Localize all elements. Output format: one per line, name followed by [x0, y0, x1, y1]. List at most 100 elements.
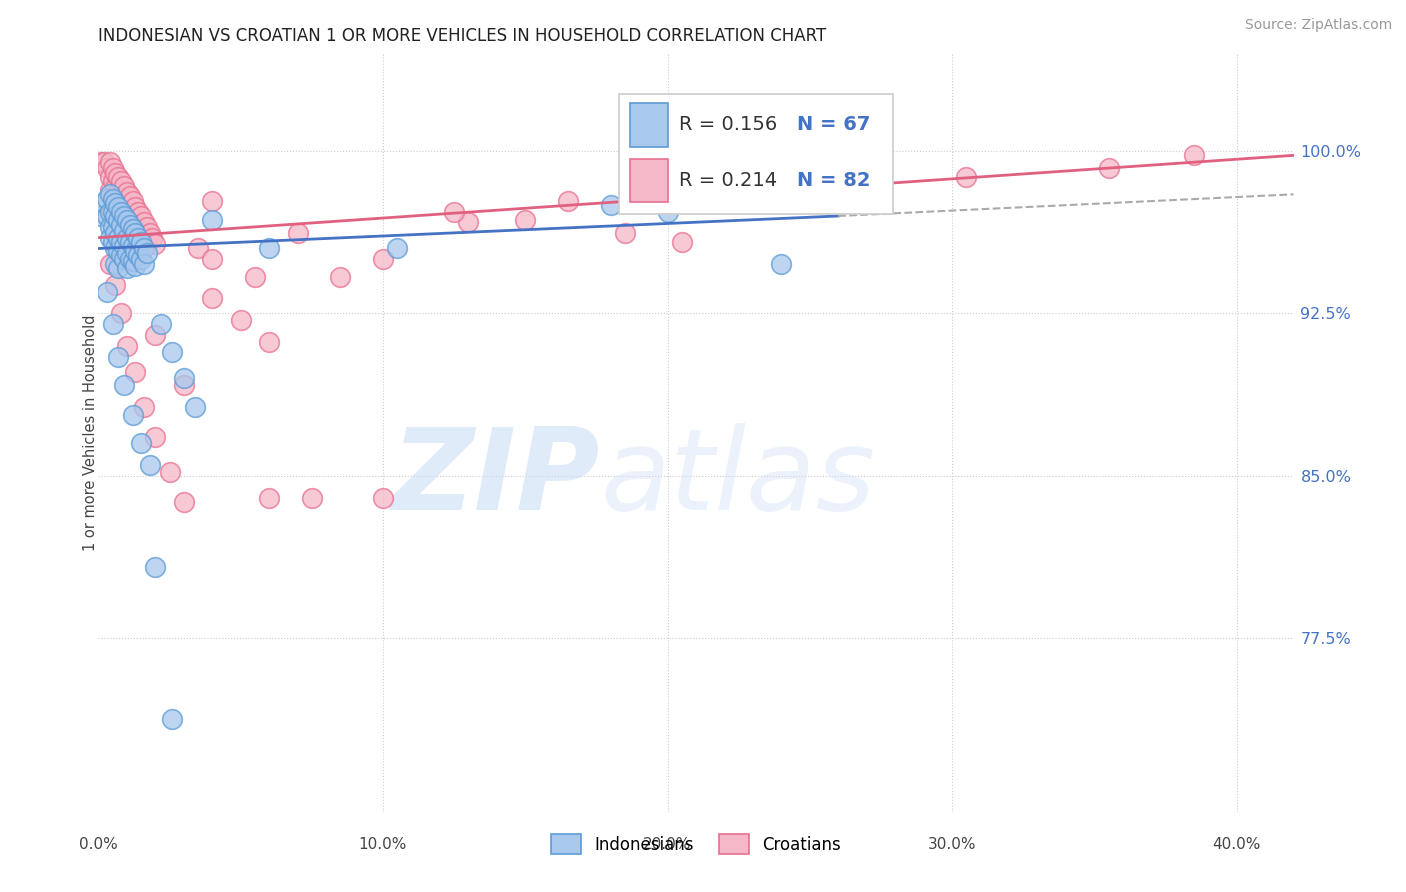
Point	[104, 166, 127, 180]
Point	[101, 174, 124, 188]
Point	[184, 400, 207, 414]
Legend: Indonesians, Croatians: Indonesians, Croatians	[544, 828, 848, 860]
Point	[132, 400, 155, 414]
Text: atlas: atlas	[600, 423, 876, 533]
Point	[101, 192, 124, 206]
Point	[110, 218, 132, 232]
Point	[132, 230, 155, 244]
Point	[229, 313, 252, 327]
Point	[98, 204, 121, 219]
Point	[104, 196, 127, 211]
Point	[671, 235, 693, 249]
Point	[104, 209, 127, 223]
Point	[138, 227, 160, 241]
Point	[329, 269, 352, 284]
Point	[107, 213, 129, 227]
Point	[187, 242, 209, 256]
Point	[257, 242, 280, 256]
Point	[443, 204, 465, 219]
Text: R = 0.156: R = 0.156	[679, 115, 778, 135]
Point	[129, 436, 152, 450]
Point	[127, 204, 149, 219]
Point	[107, 260, 129, 275]
Point	[159, 465, 181, 479]
Point	[98, 183, 121, 197]
Point	[118, 219, 141, 234]
Point	[129, 227, 152, 241]
Point	[243, 269, 266, 284]
Text: Source: ZipAtlas.com: Source: ZipAtlas.com	[1244, 18, 1392, 32]
Point	[107, 244, 129, 258]
Point	[132, 215, 155, 229]
Point	[127, 230, 149, 244]
FancyBboxPatch shape	[630, 103, 668, 146]
Point	[301, 491, 323, 505]
Point	[115, 339, 138, 353]
Point	[515, 213, 537, 227]
Point	[557, 194, 579, 208]
Point	[257, 491, 280, 505]
Point	[115, 260, 138, 275]
Point	[104, 196, 127, 211]
Point	[287, 227, 309, 241]
Point	[98, 187, 121, 202]
Text: INDONESIAN VS CROATIAN 1 OR MORE VEHICLES IN HOUSEHOLD CORRELATION CHART: INDONESIAN VS CROATIAN 1 OR MORE VEHICLE…	[98, 27, 827, 45]
Point	[371, 491, 394, 505]
Point	[129, 209, 152, 223]
Point	[115, 185, 138, 199]
Text: 40.0%: 40.0%	[1212, 837, 1261, 852]
Point	[955, 169, 977, 184]
Point	[143, 430, 166, 444]
Point	[129, 235, 152, 249]
Point	[118, 252, 141, 267]
Point	[121, 239, 143, 253]
Point	[132, 242, 155, 256]
Point	[201, 252, 224, 267]
Point	[93, 196, 115, 211]
Point	[799, 183, 821, 197]
Point	[93, 154, 115, 169]
Point	[115, 200, 138, 214]
Text: 20.0%: 20.0%	[644, 837, 692, 852]
Point	[124, 215, 146, 229]
Point	[96, 192, 118, 206]
Point	[107, 350, 129, 364]
Point	[150, 318, 173, 332]
Point	[124, 200, 146, 214]
Point	[127, 248, 149, 262]
Point	[98, 230, 121, 244]
Point	[1182, 148, 1205, 162]
Point	[132, 257, 155, 271]
Point	[201, 194, 224, 208]
Point	[173, 378, 195, 392]
Point	[98, 169, 121, 184]
Point	[599, 198, 621, 212]
Point	[104, 257, 127, 271]
Point	[112, 224, 135, 238]
Point	[173, 495, 195, 509]
Point	[107, 230, 129, 244]
Point	[90, 209, 112, 223]
Point	[371, 252, 394, 267]
Point	[129, 252, 152, 267]
Point	[135, 245, 157, 260]
Point	[98, 219, 121, 234]
Point	[104, 278, 127, 293]
Point	[121, 194, 143, 208]
Point	[613, 227, 636, 241]
Point	[101, 161, 124, 176]
Point	[110, 204, 132, 219]
Text: N = 82: N = 82	[797, 171, 870, 190]
Point	[124, 227, 146, 241]
Point	[141, 230, 163, 244]
Point	[110, 174, 132, 188]
Point	[124, 259, 146, 273]
Point	[124, 230, 146, 244]
Point	[98, 154, 121, 169]
Point	[121, 409, 143, 423]
Point	[118, 204, 141, 219]
Text: 30.0%: 30.0%	[928, 837, 976, 852]
Point	[162, 345, 184, 359]
Point	[135, 219, 157, 234]
Point	[112, 209, 135, 223]
